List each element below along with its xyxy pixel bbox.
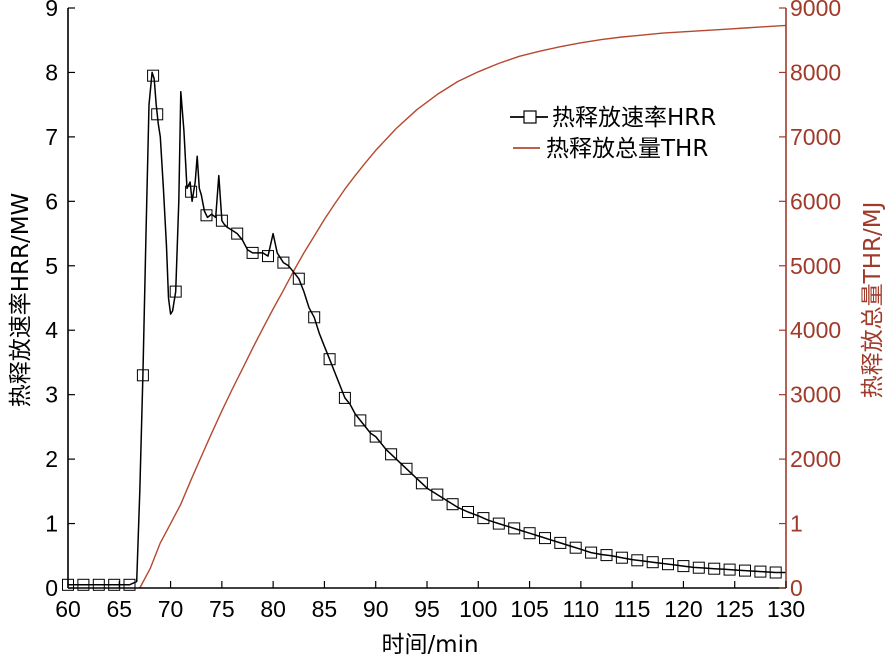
hrr-marker bbox=[246, 246, 259, 259]
hrr-marker bbox=[200, 209, 213, 222]
legend-label-hrr: 热释放速率HRR bbox=[552, 105, 716, 131]
hrr-marker bbox=[585, 546, 598, 559]
hrr-marker bbox=[215, 214, 228, 227]
hrr-marker bbox=[569, 541, 582, 554]
x-tick-label: 80 bbox=[260, 596, 286, 622]
right-y-tick-label: 1 bbox=[790, 511, 803, 537]
hrr-marker bbox=[477, 512, 490, 525]
hrr-marker bbox=[338, 391, 351, 404]
legend-item-thr: 热释放总量THR bbox=[513, 136, 708, 162]
hrr-marker bbox=[151, 108, 164, 121]
left-y-tick-label: 1 bbox=[45, 511, 58, 537]
hrr-series bbox=[68, 71, 786, 586]
hrr-marker bbox=[446, 498, 459, 511]
left-y-tick-label: 2 bbox=[45, 446, 58, 472]
hrr-marker bbox=[523, 527, 536, 540]
x-tick-label: 130 bbox=[767, 596, 805, 622]
hrr-marker bbox=[415, 477, 428, 490]
x-axis-title: 时间/min bbox=[381, 632, 478, 658]
left-y-tick-label: 8 bbox=[45, 59, 58, 85]
right-y-tick-label: 2000 bbox=[790, 446, 841, 472]
x-tick-label: 100 bbox=[459, 596, 497, 622]
right-y-axis-title: 热释放总量THR/MJ bbox=[860, 202, 886, 399]
hrr-marker bbox=[231, 227, 244, 240]
hrr-marker bbox=[615, 551, 628, 564]
left-y-tick-label: 0 bbox=[45, 575, 58, 601]
hrr-marker bbox=[662, 558, 674, 571]
left-y-axis-title: 热释放速率HRR/MW bbox=[8, 193, 34, 408]
hrr-marker bbox=[554, 536, 567, 549]
x-ticks: 60 65 70 75 80 85 90 95 100 105 110 115 120 125 130 bbox=[55, 581, 805, 622]
hrr-marker bbox=[692, 561, 705, 574]
hrr-marker bbox=[492, 517, 505, 530]
right-y-tick-label: 7000 bbox=[790, 124, 841, 150]
hrr-marker bbox=[769, 566, 782, 579]
thr-line bbox=[139, 24, 787, 589]
left-y-ticks: 0 1 2 3 4 5 6 7 8 9 bbox=[45, 0, 75, 601]
right-y-tick-label: 0 bbox=[790, 575, 803, 601]
hrr-marker bbox=[136, 369, 149, 382]
hrr-marker bbox=[431, 488, 444, 501]
hrr-marker bbox=[677, 560, 690, 573]
hrr-marker bbox=[754, 565, 767, 578]
left-y-tick-label: 6 bbox=[45, 188, 58, 214]
hrr-marker bbox=[723, 563, 736, 576]
hrr-marker bbox=[262, 250, 274, 263]
right-y-tick-label: 9000 bbox=[790, 0, 841, 21]
right-y-ticks: 0 1 2000 3000 4000 5000 6000 7000 8000 9000 bbox=[779, 0, 841, 601]
legend-marker-hrr bbox=[523, 110, 537, 124]
right-y-tick-label: 8000 bbox=[790, 59, 841, 85]
x-tick-label: 110 bbox=[563, 596, 600, 622]
x-tick-label: 95 bbox=[414, 596, 440, 622]
hrr-marker bbox=[185, 185, 198, 198]
hrr-marker bbox=[147, 69, 160, 82]
hrr-marker bbox=[385, 448, 398, 461]
hrr-marker bbox=[739, 564, 751, 577]
hrr-marker bbox=[646, 556, 659, 569]
hrr-marker bbox=[308, 311, 321, 324]
hrr-marker bbox=[169, 285, 182, 298]
hrr-marker bbox=[400, 462, 413, 475]
hrr-marker bbox=[323, 353, 336, 366]
hrr-marker bbox=[508, 522, 521, 535]
thr-series bbox=[139, 24, 787, 589]
hrr-marker bbox=[277, 256, 290, 269]
legend: 热释放速率HRR 热释放总量THR bbox=[510, 105, 716, 162]
x-tick-label: 65 bbox=[106, 596, 132, 622]
x-tick-label: 120 bbox=[664, 596, 702, 622]
legend-item-hrr: 热释放速率HRR bbox=[510, 105, 716, 131]
x-tick-label: 105 bbox=[510, 596, 548, 622]
hrr-marker bbox=[600, 549, 613, 562]
hrr-line bbox=[68, 71, 786, 586]
right-y-tick-label: 3000 bbox=[790, 382, 841, 408]
hrr-marker bbox=[77, 578, 90, 591]
hrr-marker bbox=[354, 414, 367, 427]
right-y-tick-label: 4000 bbox=[790, 317, 841, 343]
hrr-marker bbox=[462, 506, 474, 518]
hrr-marker bbox=[292, 272, 305, 285]
left-y-tick-label: 4 bbox=[45, 317, 58, 343]
hrr-marker bbox=[539, 532, 551, 545]
left-y-tick-label: 3 bbox=[45, 382, 58, 408]
left-y-tick-label: 5 bbox=[45, 253, 58, 279]
x-tick-label: 125 bbox=[716, 596, 754, 622]
hrr-marker bbox=[123, 578, 136, 591]
x-tick-label: 75 bbox=[209, 596, 235, 622]
legend-label-thr: 热释放总量THR bbox=[546, 136, 708, 162]
left-y-tick-label: 9 bbox=[45, 0, 58, 21]
hrr-marker bbox=[369, 430, 382, 443]
hrr-marker bbox=[92, 578, 105, 591]
x-tick-label: 85 bbox=[312, 596, 338, 622]
left-y-tick-label: 7 bbox=[45, 124, 58, 150]
x-tick-label: 115 bbox=[614, 596, 651, 622]
hrr-markers bbox=[62, 69, 782, 591]
x-tick-label: 90 bbox=[363, 596, 389, 622]
right-y-tick-label: 5000 bbox=[790, 253, 841, 279]
hrr-marker bbox=[631, 554, 644, 567]
hrr-marker bbox=[708, 562, 721, 575]
right-y-tick-label: 6000 bbox=[790, 188, 841, 214]
x-tick-label: 60 bbox=[55, 596, 81, 622]
x-tick-label: 70 bbox=[158, 596, 184, 622]
